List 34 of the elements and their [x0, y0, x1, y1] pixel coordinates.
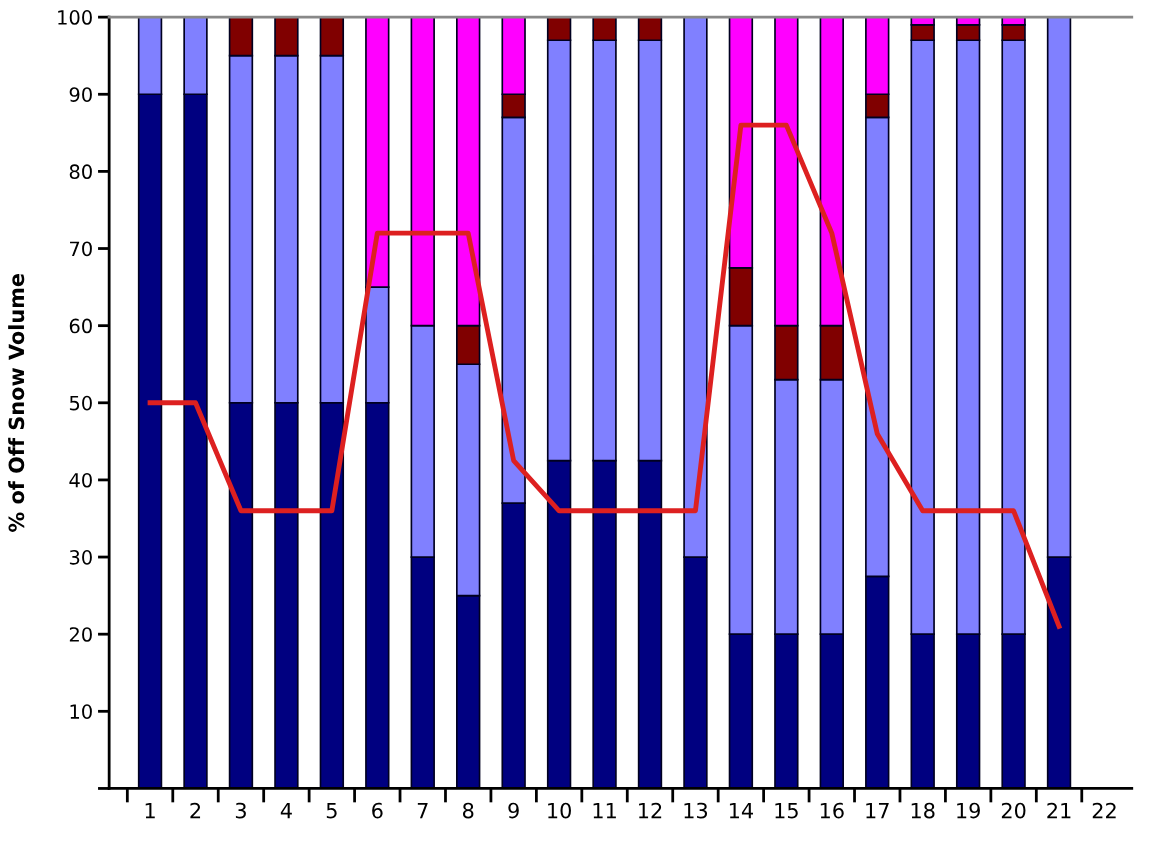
x-tick-label: 4	[280, 802, 292, 819]
x-tick-label: 1	[145, 802, 155, 819]
x-tick-label: 9	[508, 802, 519, 819]
y-tick-label: 100	[58, 10, 92, 25]
x-tick-label: 13	[684, 802, 708, 819]
x-tick-label: 19	[957, 802, 980, 819]
y-tick-label: 40	[69, 472, 92, 488]
x-tick-label: 16	[820, 802, 844, 819]
y-tick-label: 60	[69, 318, 92, 334]
x-tick-label: 22	[1092, 802, 1116, 819]
y-tick-label: 30	[69, 550, 92, 565]
line-series	[147, 122, 1062, 629]
y-axis-title: % of Off Snow Volume	[8, 274, 25, 532]
x-tick-label: 11	[593, 802, 616, 819]
y-tick-label: 10	[70, 704, 92, 719]
x-tick-label: 18	[911, 802, 935, 819]
y-tick-label: 50	[69, 395, 92, 411]
x-tick-label: 14	[729, 802, 753, 819]
y-tick-label: 90	[69, 87, 92, 102]
x-tick-label: 12	[639, 802, 662, 819]
x-tick-label: 10	[548, 802, 571, 819]
x-tick-label: 6	[372, 802, 383, 819]
x-tick-label: 7	[417, 802, 428, 819]
x-tick-label: 21	[1047, 802, 1071, 819]
y-tick-label: 20	[69, 627, 92, 642]
x-tick-label: 17	[866, 802, 889, 819]
x-tick-label: 8	[462, 802, 474, 819]
x-tick-label: 15	[775, 802, 798, 819]
x-tick-label: 3	[235, 802, 246, 819]
x-tick-label: 2	[190, 802, 201, 819]
x-tick-label: 20	[1001, 802, 1026, 819]
y-tick-label: 80	[69, 164, 92, 180]
x-tick-label: 5	[326, 802, 337, 819]
y-tick-label: 70	[70, 241, 92, 257]
